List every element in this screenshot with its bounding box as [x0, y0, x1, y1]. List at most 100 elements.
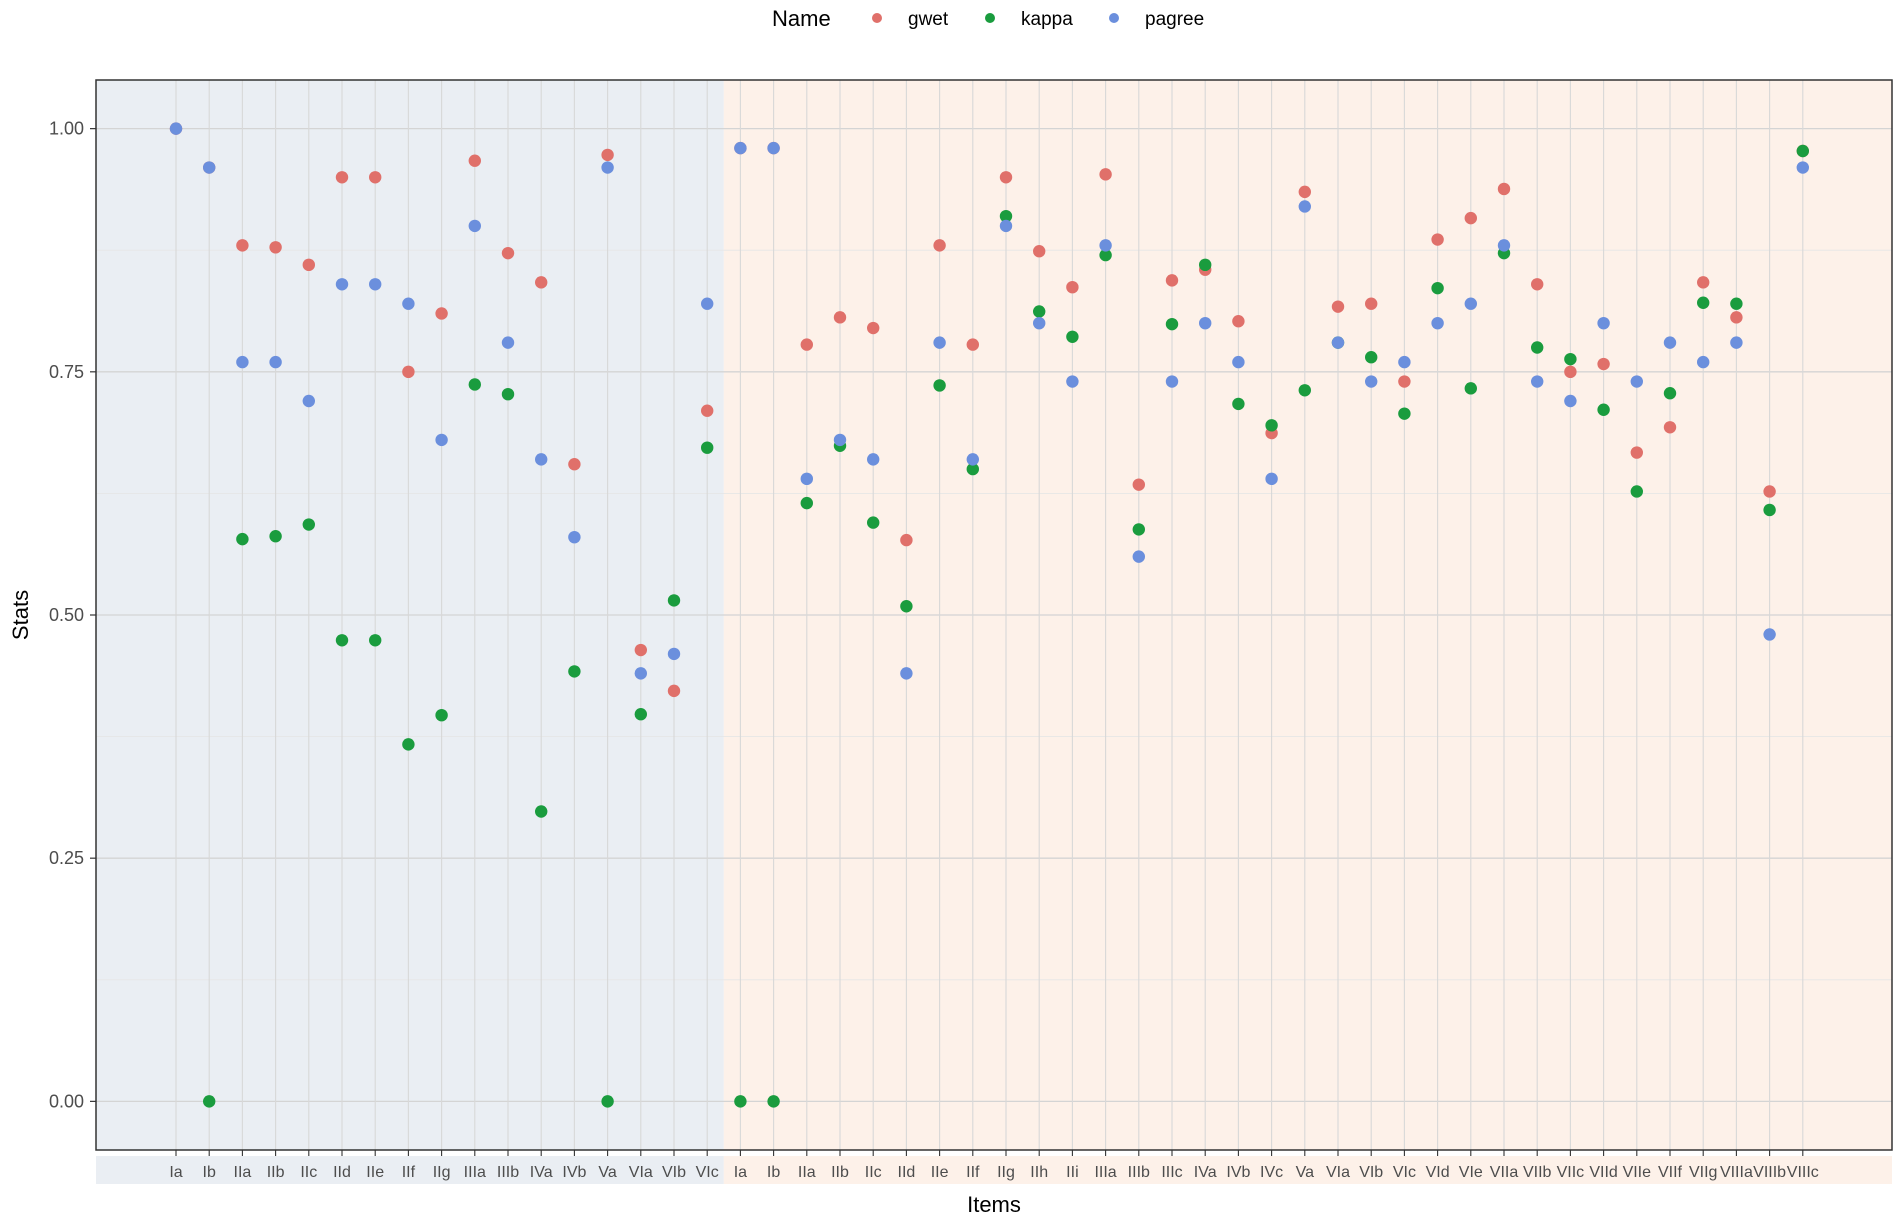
x-tick-label: IVa: [1194, 1164, 1217, 1181]
point-pagree: [1398, 355, 1411, 369]
point-pagree: [1298, 200, 1312, 213]
point-kappa: [1663, 387, 1677, 400]
x-tick-label: VIa: [1326, 1164, 1350, 1181]
point-gwet: [900, 533, 913, 547]
point-gwet: [867, 321, 880, 335]
point-kappa: [568, 665, 581, 678]
point-kappa: [933, 379, 946, 392]
point-gwet: [1232, 315, 1245, 328]
point-pagree: [800, 472, 813, 486]
point-gwet: [568, 458, 581, 471]
point-kappa: [1630, 485, 1644, 498]
point-kappa: [203, 1095, 216, 1108]
x-tick-label: IIIb: [1128, 1164, 1150, 1181]
point-kappa: [1265, 419, 1278, 432]
point-pagree: [269, 355, 282, 369]
x-tick-label: IIe: [931, 1164, 949, 1181]
point-gwet: [1298, 185, 1312, 199]
point-pagree: [1796, 161, 1810, 174]
point-gwet: [601, 148, 614, 162]
x-tick-label: Va: [598, 1164, 616, 1181]
y-tick-label: 0.75: [49, 362, 84, 382]
point-kappa: [1365, 351, 1378, 364]
point-pagree: [867, 453, 880, 466]
point-kappa: [1564, 352, 1577, 366]
point-gwet: [1531, 278, 1544, 291]
point-kappa: [1132, 523, 1146, 536]
x-tick-label: IVc: [1260, 1164, 1283, 1181]
point-kappa: [1763, 503, 1776, 517]
point-kappa: [1796, 144, 1810, 158]
point-pagree: [1464, 297, 1478, 310]
x-tick-label: Ib: [767, 1164, 780, 1181]
point-kappa: [767, 1095, 780, 1108]
point-gwet: [1663, 421, 1677, 434]
point-kappa: [1398, 407, 1411, 420]
point-kappa: [1099, 248, 1112, 262]
x-tick-label: IIc: [865, 1164, 882, 1181]
point-pagree: [1663, 336, 1677, 349]
points-layer: [169, 122, 1810, 1108]
point-pagree: [1365, 375, 1378, 388]
point-pagree: [169, 122, 183, 135]
point-pagree: [369, 278, 382, 291]
x-tick-label: IIa: [798, 1164, 816, 1181]
point-kappa: [1697, 296, 1710, 309]
point-kappa: [601, 1095, 614, 1108]
x-tick-label: VIa: [629, 1164, 653, 1181]
x-tick-label: IVb: [562, 1164, 586, 1181]
point-pagree: [1531, 375, 1544, 388]
group-strip: [96, 1156, 724, 1184]
point-pagree: [1265, 472, 1278, 486]
point-pagree: [501, 336, 515, 349]
point-gwet: [999, 171, 1013, 184]
x-tick-label: VIIa: [1490, 1164, 1519, 1181]
point-gwet: [468, 154, 481, 167]
point-pagree: [335, 278, 349, 291]
point-kappa: [302, 518, 315, 531]
point-pagree: [236, 355, 249, 369]
point-gwet: [269, 241, 282, 254]
legend-title: Name: [772, 6, 831, 31]
point-gwet: [1497, 182, 1511, 196]
y-axis-title: Stats: [8, 590, 33, 640]
x-tick-label: IVb: [1226, 1164, 1250, 1181]
point-kappa: [402, 738, 415, 751]
point-gwet: [1431, 233, 1444, 246]
point-kappa: [1066, 330, 1079, 343]
point-pagree: [966, 453, 979, 466]
point-gwet: [1564, 365, 1577, 379]
y-tick-label: 0.00: [49, 1091, 84, 1111]
x-tick-label: VIb: [1359, 1164, 1383, 1181]
point-kappa: [335, 634, 349, 647]
x-tick-label: IIIb: [497, 1164, 519, 1181]
x-tick-label: IIh: [1030, 1164, 1048, 1181]
x-tick-label: IIIc: [1161, 1164, 1182, 1181]
point-kappa: [867, 516, 880, 529]
x-tick-label: IIf: [966, 1164, 980, 1181]
point-kappa: [734, 1095, 747, 1108]
x-tick-label: VIIg: [1689, 1164, 1717, 1181]
x-tick-label: VIIe: [1623, 1164, 1652, 1181]
group-strip: [723, 1156, 1892, 1184]
legend: Name gwet kappa pagree: [772, 6, 1204, 31]
legend-key-pagree: [1109, 13, 1119, 23]
legend-label-gwet: gwet: [908, 9, 949, 30]
point-gwet: [933, 239, 946, 252]
point-kappa: [800, 496, 813, 510]
point-gwet: [1630, 446, 1644, 459]
point-gwet: [800, 338, 813, 351]
x-tick-label: VIe: [1459, 1164, 1483, 1181]
x-tick-label: IIIa: [1094, 1164, 1116, 1181]
x-tick-label: VIc: [1393, 1164, 1416, 1181]
point-pagree: [933, 336, 946, 349]
point-pagree: [833, 433, 847, 447]
point-kappa: [1531, 341, 1544, 354]
x-tick-labels: Ia Ib IIa IIb IIc IId IIe IIf IIg IIIa IIIb IVa IVb V…: [169, 1150, 1819, 1181]
point-pagree: [1597, 316, 1610, 330]
point-pagree: [1431, 316, 1444, 330]
point-kappa: [1199, 258, 1212, 272]
point-pagree: [1497, 239, 1511, 252]
grid-layer: [96, 80, 1892, 1150]
point-pagree: [767, 141, 780, 155]
